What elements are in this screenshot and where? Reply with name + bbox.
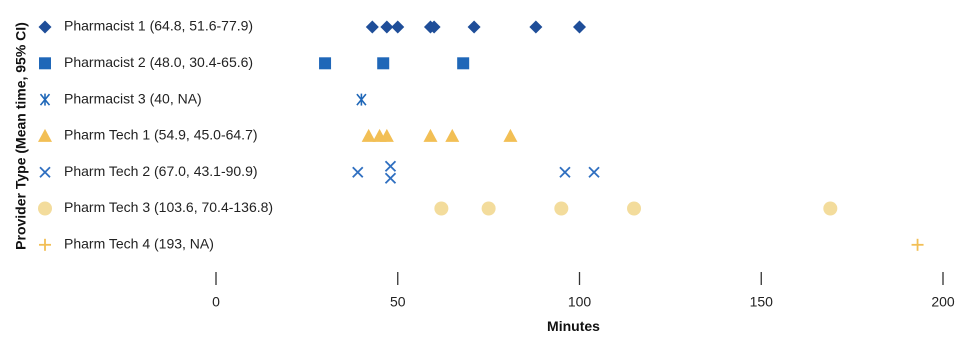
row-2-point-2 bbox=[377, 57, 390, 70]
row-5-legend-marker-stroke-b bbox=[39, 166, 51, 178]
row-6-point-1-shape bbox=[434, 201, 449, 216]
row-6-point-2-shape bbox=[481, 201, 496, 216]
row-4-legend-marker bbox=[38, 128, 52, 142]
row-6-point-2 bbox=[481, 201, 496, 216]
row-6-point-5-shape bbox=[823, 201, 838, 216]
row-5-point-1 bbox=[352, 166, 364, 178]
row-4-point-6-shape bbox=[503, 128, 518, 142]
row-1-point-7-shape bbox=[529, 20, 543, 34]
x-tick-label-1: 0 bbox=[212, 294, 220, 310]
row-6-point-5 bbox=[823, 201, 838, 216]
x-axis-title: Minutes bbox=[547, 318, 600, 334]
row-1-point-6 bbox=[467, 20, 481, 34]
row-2-legend-marker-shape bbox=[39, 57, 51, 70]
row-5-point-3-stroke-b bbox=[384, 172, 397, 184]
row-1-point-3-shape bbox=[391, 20, 405, 34]
row-1-legend-marker-shape bbox=[38, 20, 52, 34]
row-3-point-1 bbox=[356, 93, 367, 106]
row-1-point-2-shape bbox=[380, 20, 394, 34]
row-5-point-3 bbox=[384, 172, 397, 184]
row-2-point-1 bbox=[319, 57, 332, 70]
row-7-point-1 bbox=[911, 238, 924, 251]
row-4-point-4 bbox=[423, 128, 438, 142]
row-4-point-6 bbox=[503, 128, 518, 142]
row-6-point-3 bbox=[554, 201, 569, 216]
row-6-point-3-shape bbox=[554, 201, 569, 216]
row-1-point-5 bbox=[427, 20, 441, 34]
row-4-legend-marker-shape bbox=[38, 128, 52, 142]
x-tick-label-4: 150 bbox=[750, 294, 774, 310]
row-6-point-1 bbox=[434, 201, 449, 216]
row-4-point-3 bbox=[379, 128, 394, 142]
row-7-legend-marker bbox=[39, 238, 51, 251]
row-1-point-2 bbox=[380, 20, 394, 34]
data-points bbox=[319, 20, 924, 251]
x-tick-label-2: 50 bbox=[390, 294, 406, 310]
row-5-point-4 bbox=[559, 166, 571, 178]
row-3-legend-marker-stroke-c bbox=[39, 93, 51, 106]
row-4-point-3-shape bbox=[379, 128, 394, 142]
row-6-label: Pharm Tech 3 (103.6, 70.4-136.8) bbox=[64, 199, 273, 215]
row-3-label: Pharmacist 3 (40, NA) bbox=[64, 90, 202, 106]
row-1-label: Pharmacist 1 (64.8, 51.6-77.9) bbox=[64, 18, 253, 34]
row-1-point-1 bbox=[365, 20, 379, 34]
row-5-legend-marker bbox=[39, 166, 51, 178]
row-1-point-1-shape bbox=[365, 20, 379, 34]
row-1-point-8 bbox=[573, 20, 586, 34]
row-1-legend-marker bbox=[38, 20, 52, 34]
row-6-legend-marker-shape bbox=[38, 201, 52, 216]
row-1-point-3 bbox=[391, 20, 405, 34]
row-1-point-5-shape bbox=[427, 20, 441, 34]
row-4-point-5-shape bbox=[445, 128, 460, 142]
row-2-label: Pharmacist 2 (48.0, 30.4-65.6) bbox=[64, 54, 253, 70]
row-2-point-2-shape bbox=[377, 57, 390, 70]
row-5-point-5-stroke-b bbox=[588, 166, 600, 178]
row-5-point-1-stroke-b bbox=[352, 166, 364, 178]
row-6-legend-marker bbox=[38, 201, 52, 216]
row-2-point-1-shape bbox=[319, 57, 332, 70]
y-axis-title: Provider Type (Mean time, 95% CI) bbox=[13, 22, 29, 250]
x-axis: 0 50 100 150 200 bbox=[212, 272, 955, 310]
row-5-point-5 bbox=[588, 166, 600, 178]
row-3-legend-marker bbox=[39, 93, 51, 106]
row-4-point-1 bbox=[361, 128, 376, 142]
row-4-point-5 bbox=[445, 128, 460, 142]
legend-rows: Pharmacist 1 (64.8, 51.6-77.9) Pharmacist… bbox=[38, 18, 273, 252]
row-5-point-4-stroke-b bbox=[559, 166, 571, 178]
row-1-point-8-shape bbox=[573, 20, 586, 34]
row-6-point-4 bbox=[627, 201, 642, 216]
row-4-label: Pharm Tech 1 (54.9, 45.0-64.7) bbox=[64, 127, 258, 143]
row-7-label: Pharm Tech 4 (193, NA) bbox=[64, 236, 214, 252]
row-6-point-4-shape bbox=[627, 201, 642, 216]
row-1-point-6-shape bbox=[467, 20, 481, 34]
row-2-point-3-shape bbox=[457, 57, 470, 70]
row-4-point-4-shape bbox=[423, 128, 438, 142]
row-2-legend-marker bbox=[39, 57, 51, 70]
x-tick-label-5: 200 bbox=[931, 294, 955, 310]
row-2-point-3 bbox=[457, 57, 470, 70]
row-5-label: Pharm Tech 2 (67.0, 43.1-90.9) bbox=[64, 163, 258, 179]
row-5-point-2-stroke-b bbox=[384, 160, 397, 172]
row-4-point-1-shape bbox=[361, 128, 376, 142]
row-1-point-7 bbox=[529, 20, 543, 34]
row-3-point-1-stroke-c bbox=[356, 93, 367, 106]
row-5-point-2 bbox=[384, 160, 397, 172]
x-tick-label-3: 100 bbox=[568, 294, 592, 310]
